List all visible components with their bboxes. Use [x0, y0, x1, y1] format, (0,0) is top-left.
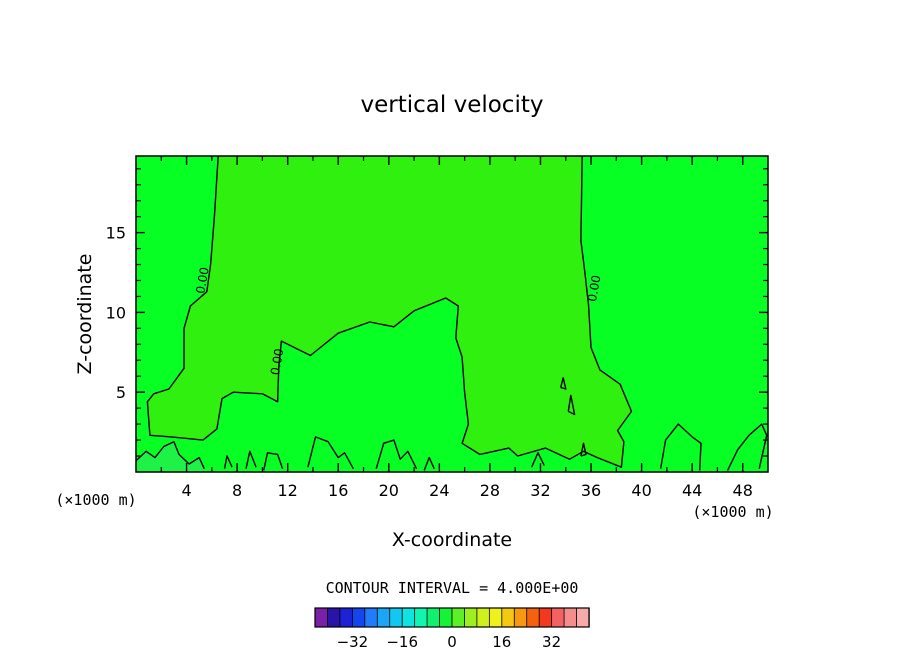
zero-contour-line: [567, 394, 576, 416]
colorbar-tick-label: 0: [447, 633, 457, 651]
colorbar-swatch: [351, 607, 366, 628]
zero-contour-line: [530, 452, 545, 468]
contour-value-label: 0.00: [193, 266, 211, 295]
colorbar-frame: [314, 607, 590, 628]
colorbar-swatch: [551, 607, 565, 628]
zero-contour-line: [375, 439, 418, 470]
colorbar-swatch: [327, 607, 341, 628]
y-axis: 5 10 15: [106, 168, 768, 457]
zero-contour-lines: [135, 155, 768, 471]
colorbar-swatch: [364, 607, 378, 628]
zero-contour-line: [560, 377, 567, 390]
x-tick-label: 44: [682, 481, 702, 500]
zero-contour-line: [423, 456, 435, 471]
plot-frame: [135, 155, 769, 473]
x-tick-label: 16: [328, 481, 348, 500]
y-tick-label: 5: [116, 383, 126, 402]
x-tick-label: 36: [581, 481, 601, 500]
x-tick-label: 4: [181, 481, 191, 500]
x-tick-label: 48: [733, 481, 753, 500]
x-tick-label: 32: [530, 481, 550, 500]
zero-contour-line: [245, 450, 257, 469]
colorbar-swatch: [464, 607, 478, 628]
colorbar-swatch: [526, 607, 540, 628]
colorbar-tick-label: −32: [337, 633, 369, 651]
contour-value-label: 0.00: [585, 274, 603, 303]
x-axis-label: X-coordinate: [392, 529, 512, 551]
zero-contour-line: [135, 441, 205, 470]
colorbar-swatch: [414, 607, 428, 628]
colorbar-swatch: [513, 607, 528, 628]
zero-contour-line: [146, 155, 633, 468]
contour-labels: 0.00 0.00 0.00: [193, 266, 603, 376]
x-tick-label: 12: [278, 481, 298, 500]
contour-value-label: 0.00: [268, 347, 286, 376]
colorbar-swatch: [501, 607, 515, 628]
positive-velocity-region: [147, 156, 632, 468]
colorbar-tick-labels: −32 −16 0 16 32: [337, 633, 562, 651]
x-axis: 4 8 12 16 20 24 28 32 36 40 44 48: [160, 156, 753, 500]
colorbar-swatch: [389, 607, 403, 628]
x-unit-label-right: (×1000 m): [692, 503, 773, 521]
colorbar-tick-label: 32: [542, 633, 561, 651]
colorbar-swatch: [439, 607, 453, 628]
colorbar-swatch: [488, 607, 503, 628]
zero-contour-line: [263, 452, 284, 471]
colorbar-swatch: [451, 607, 466, 628]
y-tick-label: 15: [106, 224, 126, 243]
zero-contour-line: [659, 423, 702, 471]
x-tick-label: 20: [379, 481, 399, 500]
colorbar-swatch: [563, 607, 578, 628]
colorbar-swatch: [314, 607, 329, 628]
x-tick-label: 40: [631, 481, 651, 500]
colorbar-tick-label: 16: [492, 633, 511, 651]
zero-contour-line: [223, 455, 233, 469]
chart-title: vertical velocity: [361, 92, 544, 118]
x-unit-label-left: (×1000 m): [55, 491, 136, 509]
x-tick-label: 8: [232, 481, 242, 500]
colorbar-swatch: [538, 607, 553, 628]
x-tick-label: 28: [480, 481, 500, 500]
colorbar-swatch: [339, 607, 354, 628]
x-tick-label: 24: [429, 481, 449, 500]
zero-contour-line: [580, 442, 587, 457]
contour-interval-label: CONTOUR INTERVAL = 4.000E+00: [326, 579, 579, 597]
colorbar-tick-label: −16: [386, 633, 418, 651]
colorbar-swatch: [476, 607, 491, 628]
zero-contour-line: [726, 423, 768, 471]
zero-contour-line: [307, 436, 355, 470]
y-tick-label: 10: [106, 303, 126, 322]
colorbar: [314, 607, 590, 628]
colorbar-swatch: [401, 607, 416, 628]
colorbar-swatch: [426, 607, 441, 628]
colorbar-swatch: [576, 607, 590, 628]
plot-area: 0.00 0.00 0.00: [135, 155, 769, 473]
colorbar-swatch: [376, 607, 391, 628]
y-axis-label: Z-coordinate: [74, 254, 96, 375]
